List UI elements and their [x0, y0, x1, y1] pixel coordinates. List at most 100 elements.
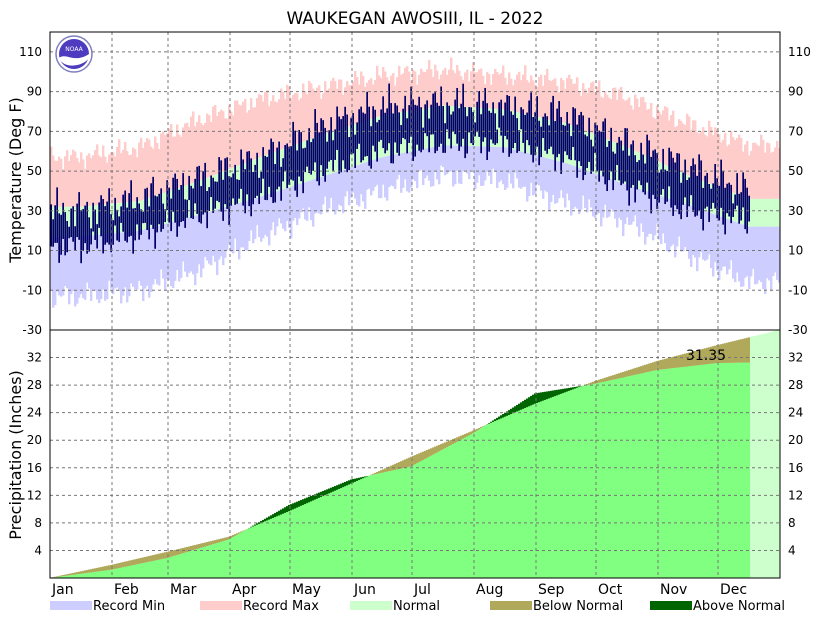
- record-max-bar: [78, 162, 81, 207]
- record-min-bar: [484, 146, 487, 181]
- below-normal-bar: [150, 555, 153, 562]
- precip-observed-bar: [126, 566, 129, 578]
- observed-temp-bar: [614, 153, 616, 181]
- record-max-bar: [666, 107, 669, 166]
- observed-temp-bar: [668, 147, 670, 187]
- observed-temp-bar: [136, 197, 138, 225]
- record-min-bar: [60, 236, 63, 297]
- precip-observed-bar: [282, 513, 285, 578]
- observed-temp-bar: [718, 185, 720, 221]
- below-normal-bar: [666, 358, 669, 369]
- observed-temp-bar: [404, 95, 406, 140]
- observed-temp-bar: [672, 157, 674, 216]
- record-max-bar: [766, 142, 769, 199]
- precip-observed-bar: [504, 416, 507, 578]
- below-normal-bar: [180, 548, 183, 554]
- precip-observed-bar: [390, 470, 393, 578]
- record-max-bar: [228, 104, 231, 170]
- precip-observed-bar: [658, 369, 661, 578]
- observed-temp-bar: [96, 224, 98, 249]
- record-max-bar: [230, 111, 233, 169]
- below-normal-bar: [164, 552, 167, 559]
- record-min-bar: [230, 205, 233, 253]
- record-min-bar: [296, 184, 299, 226]
- record-max-bar: [196, 121, 199, 182]
- observed-temp-bar: [188, 175, 190, 201]
- observed-temp-bar: [168, 187, 170, 223]
- observed-temp-bar: [356, 122, 358, 149]
- record-max-bar: [548, 80, 551, 120]
- record-min-bar: [508, 148, 511, 174]
- above-normal-bar: [262, 519, 265, 523]
- precip-observed-bar: [324, 495, 327, 578]
- above-normal-bar: [318, 492, 321, 498]
- below-normal-bar: [404, 459, 407, 468]
- above-normal-bar: [490, 421, 493, 423]
- below-normal-bar: [738, 339, 741, 363]
- record-min-bar: [332, 173, 335, 211]
- precip-observed-bar: [436, 452, 439, 578]
- precip-observed-bar: [104, 570, 107, 578]
- record-min-bar: [292, 186, 295, 221]
- below-normal-bar: [92, 568, 95, 573]
- below-normal-bar: [672, 356, 675, 369]
- observed-temp-bar: [304, 147, 306, 173]
- precip-observed-bar: [704, 364, 707, 578]
- observed-temp-bar: [230, 177, 232, 206]
- precip-observed-bar: [214, 543, 217, 578]
- month-label: Jan: [51, 582, 74, 598]
- record-max-bar: [130, 154, 133, 202]
- record-min-bar: [278, 190, 281, 219]
- observed-temp-bar: [182, 173, 184, 222]
- below-normal-bar: [372, 473, 375, 475]
- precip-observed-bar: [636, 374, 639, 578]
- precip-observed-bar: [710, 363, 713, 578]
- precip-observed-bar: [598, 382, 601, 578]
- record-min-bar: [488, 146, 491, 176]
- precip-observed-bar: [310, 501, 313, 578]
- record-min-bar: [612, 179, 615, 212]
- observed-temp-bar: [688, 177, 690, 207]
- record-max-bar: [148, 139, 151, 198]
- record-max-bar: [66, 150, 69, 207]
- below-normal-bar: [448, 440, 451, 447]
- observed-temp-bar: [414, 104, 416, 157]
- observed-temp-bar: [62, 202, 64, 239]
- observed-temp-bar: [282, 158, 284, 182]
- above-normal-bar: [264, 518, 267, 522]
- record-max-bar: [400, 74, 403, 113]
- record-max-bar: [278, 99, 281, 151]
- precip-observed-bar: [134, 564, 137, 578]
- precip-observed-bar: [342, 487, 345, 578]
- record-min-bar: [466, 146, 469, 174]
- above-normal-bar: [540, 392, 543, 402]
- observed-temp-bar: [202, 171, 204, 215]
- record-max-bar: [154, 136, 157, 196]
- below-normal-bar: [148, 556, 151, 562]
- observed-temp-bar: [166, 180, 168, 211]
- observed-temp-bar: [538, 120, 540, 166]
- below-normal-bar: [90, 569, 93, 573]
- precip-observed-bar: [686, 366, 689, 578]
- below-normal-bar: [604, 377, 607, 382]
- precip-tick-label-left: 32: [27, 351, 42, 365]
- precip-observed-bar: [574, 388, 577, 578]
- record-max-bar: [740, 137, 743, 196]
- precip-observed-bar: [56, 576, 59, 578]
- record-max-bar: [568, 74, 571, 125]
- record-max-bar: [234, 100, 237, 167]
- record-min-bar: [328, 174, 331, 209]
- record-min-bar: [256, 197, 259, 226]
- observed-temp-bar: [542, 116, 544, 139]
- below-normal-bar: [88, 569, 91, 573]
- record-max-bar: [754, 142, 757, 199]
- record-min-bar: [772, 226, 775, 277]
- above-normal-bar: [306, 497, 309, 504]
- record-max-bar: [456, 65, 459, 107]
- normal-future-bar: [760, 334, 763, 578]
- observed-temp-bar: [422, 127, 424, 150]
- observed-temp-bar: [466, 116, 468, 154]
- legend-label: Record Max: [243, 599, 319, 614]
- record-min-bar: [188, 217, 191, 273]
